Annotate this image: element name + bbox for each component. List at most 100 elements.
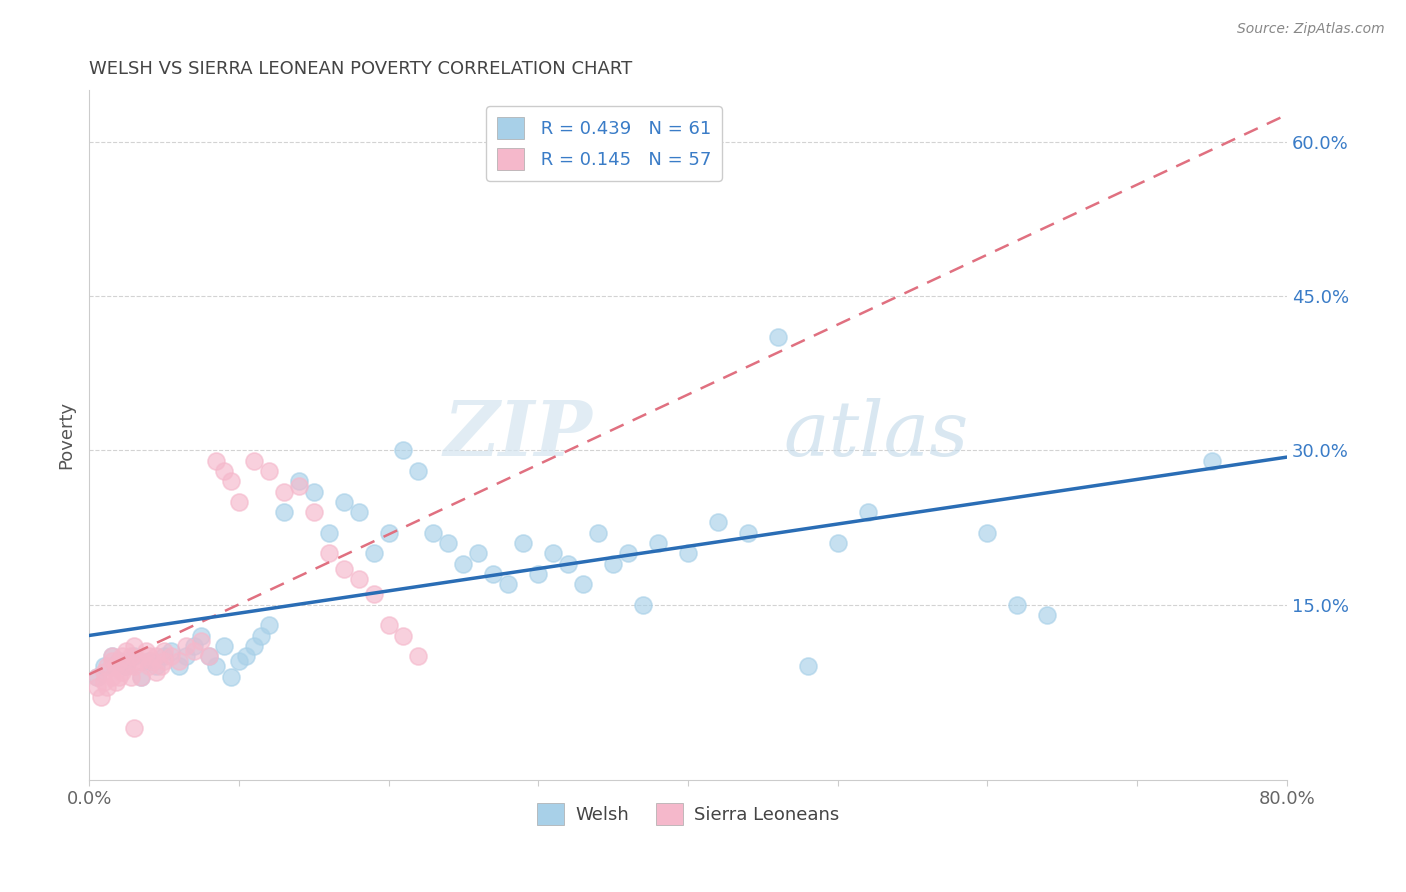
Point bbox=[160, 644, 183, 658]
Point bbox=[737, 525, 759, 540]
Point bbox=[122, 639, 145, 653]
Point bbox=[287, 479, 309, 493]
Point bbox=[86, 670, 108, 684]
Point bbox=[183, 644, 205, 658]
Point bbox=[120, 649, 142, 664]
Point bbox=[111, 665, 134, 679]
Point bbox=[153, 654, 176, 668]
Point bbox=[512, 536, 534, 550]
Point bbox=[145, 665, 167, 679]
Point bbox=[115, 659, 138, 673]
Point bbox=[115, 659, 138, 673]
Point bbox=[586, 525, 609, 540]
Point bbox=[135, 644, 157, 658]
Point bbox=[228, 654, 250, 668]
Point bbox=[198, 649, 221, 664]
Point bbox=[422, 525, 444, 540]
Point bbox=[467, 546, 489, 560]
Point bbox=[93, 674, 115, 689]
Point bbox=[190, 633, 212, 648]
Point bbox=[122, 659, 145, 673]
Point bbox=[86, 680, 108, 694]
Point bbox=[498, 577, 520, 591]
Point bbox=[287, 475, 309, 489]
Point bbox=[108, 654, 131, 668]
Point bbox=[1036, 607, 1059, 622]
Point bbox=[228, 495, 250, 509]
Legend: Welsh, Sierra Leoneans: Welsh, Sierra Leoneans bbox=[530, 797, 846, 832]
Point bbox=[377, 525, 399, 540]
Point bbox=[138, 649, 160, 664]
Point bbox=[100, 654, 122, 668]
Point bbox=[212, 639, 235, 653]
Point bbox=[108, 654, 131, 668]
Point bbox=[332, 495, 354, 509]
Point bbox=[141, 654, 163, 668]
Point bbox=[176, 639, 198, 653]
Point bbox=[602, 557, 624, 571]
Point bbox=[235, 649, 257, 664]
Point bbox=[273, 484, 295, 499]
Point bbox=[167, 654, 190, 668]
Point bbox=[453, 557, 475, 571]
Point bbox=[138, 654, 160, 668]
Point bbox=[176, 649, 198, 664]
Point bbox=[408, 649, 430, 664]
Point bbox=[541, 546, 564, 560]
Point bbox=[120, 670, 142, 684]
Point bbox=[108, 670, 131, 684]
Point bbox=[631, 598, 654, 612]
Point bbox=[617, 546, 640, 560]
Point bbox=[318, 525, 340, 540]
Point bbox=[572, 577, 595, 591]
Point bbox=[125, 654, 148, 668]
Point bbox=[111, 649, 134, 664]
Point bbox=[347, 505, 370, 519]
Point bbox=[242, 453, 264, 467]
Point bbox=[198, 649, 221, 664]
Point bbox=[302, 505, 325, 519]
Point bbox=[242, 639, 264, 653]
Point bbox=[212, 464, 235, 478]
Point bbox=[205, 659, 228, 673]
Point bbox=[138, 659, 160, 673]
Point bbox=[105, 674, 128, 689]
Point bbox=[332, 562, 354, 576]
Point bbox=[273, 505, 295, 519]
Point bbox=[122, 649, 145, 664]
Point bbox=[856, 505, 879, 519]
Point bbox=[707, 516, 730, 530]
Point bbox=[1007, 598, 1029, 612]
Point bbox=[482, 566, 505, 581]
Point bbox=[96, 659, 118, 673]
Point bbox=[257, 618, 280, 632]
Point bbox=[183, 639, 205, 653]
Y-axis label: Poverty: Poverty bbox=[58, 401, 75, 469]
Point bbox=[86, 670, 108, 684]
Point bbox=[122, 721, 145, 735]
Point bbox=[145, 649, 167, 664]
Point bbox=[145, 659, 167, 673]
Point bbox=[363, 587, 385, 601]
Text: WELSH VS SIERRA LEONEAN POVERTY CORRELATION CHART: WELSH VS SIERRA LEONEAN POVERTY CORRELAT… bbox=[89, 60, 633, 78]
Point bbox=[149, 659, 172, 673]
Point bbox=[90, 690, 112, 705]
Point bbox=[796, 659, 818, 673]
Point bbox=[257, 464, 280, 478]
Point bbox=[676, 546, 699, 560]
Point bbox=[153, 649, 176, 664]
Point bbox=[115, 644, 138, 658]
Point bbox=[1201, 453, 1223, 467]
Point bbox=[105, 659, 128, 673]
Point bbox=[392, 629, 415, 643]
Point bbox=[190, 629, 212, 643]
Point bbox=[205, 453, 228, 467]
Point bbox=[221, 475, 243, 489]
Point bbox=[377, 618, 399, 632]
Point bbox=[250, 629, 273, 643]
Point bbox=[557, 557, 579, 571]
Point bbox=[96, 680, 118, 694]
Point bbox=[437, 536, 460, 550]
Point bbox=[100, 649, 122, 664]
Point bbox=[100, 649, 122, 664]
